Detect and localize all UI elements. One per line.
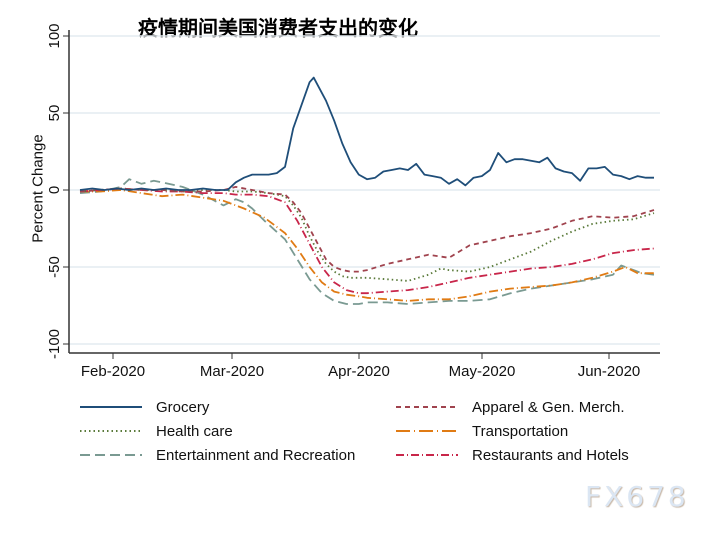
legend-item-apparel: Apparel & Gen. Merch. bbox=[396, 398, 625, 416]
legend-item-entertainment: Entertainment and Recreation bbox=[80, 446, 356, 464]
series-line-entertainment-and-recreation bbox=[79, 178, 655, 305]
y-tick-label: -100 bbox=[46, 329, 63, 359]
series-line-grocery bbox=[79, 76, 654, 191]
legend-item-transportation: Transportation bbox=[396, 422, 569, 440]
y-tick-label: -50 bbox=[46, 256, 63, 278]
legend-item-restaurants: Restaurants and Hotels bbox=[396, 446, 629, 464]
series-line-health-care bbox=[79, 187, 655, 282]
y-axis-label: Percent Change bbox=[29, 134, 47, 243]
axes: 100 50 0 -50 -100 Feb-2020 Mar-2020 Apr-2020 May… bbox=[46, 23, 660, 380]
series-lines bbox=[79, 76, 655, 305]
legend-item-health-care: Health care bbox=[80, 422, 233, 440]
x-tick-label: May-2020 bbox=[449, 363, 516, 380]
series-line-restaurants-and-hotels bbox=[79, 187, 655, 295]
watermark: FX678 bbox=[585, 480, 689, 513]
x-tick-label: Feb-2020 bbox=[81, 363, 145, 380]
series-line-apparel-gen-merch- bbox=[79, 185, 655, 273]
legend-item-grocery: Grocery bbox=[80, 398, 210, 416]
y-tick-label: 100 bbox=[46, 23, 63, 48]
x-tick-label: Apr-2020 bbox=[328, 363, 390, 380]
x-tick-label: Jun-2020 bbox=[578, 363, 641, 380]
gridlines bbox=[69, 35, 660, 345]
y-tick-label: 0 bbox=[46, 186, 63, 194]
series-line-transportation bbox=[80, 189, 654, 302]
y-tick-label: 50 bbox=[46, 105, 63, 122]
x-tick-label: Mar-2020 bbox=[200, 363, 264, 380]
